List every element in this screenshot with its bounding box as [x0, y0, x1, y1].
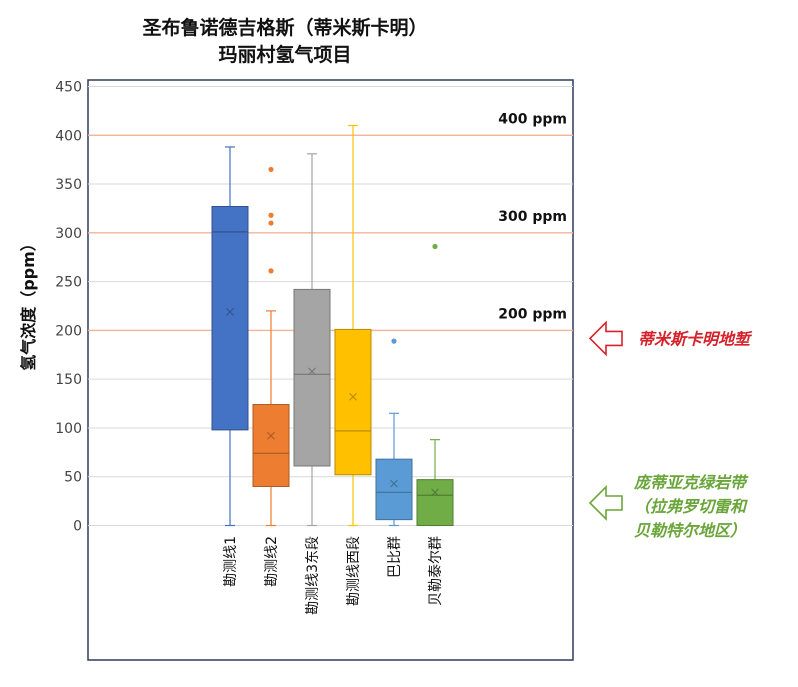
mean-marker	[226, 307, 234, 316]
y-tick-label-400: 400	[55, 128, 82, 144]
annotation-green-line-3: 贝勒特尔地区）	[634, 521, 746, 540]
y-tick-label-250: 250	[55, 275, 82, 291]
outlier-point	[432, 243, 438, 250]
box-2	[252, 166, 290, 527]
category-label-3: 勘测线3东段	[305, 536, 321, 615]
box-6	[416, 243, 454, 527]
category-label-2: 勘测线2	[264, 536, 280, 587]
mean-marker	[267, 431, 275, 440]
box-body	[252, 404, 290, 487]
y-tick-label-0: 0	[73, 519, 82, 535]
box-3	[293, 153, 331, 527]
box-1	[211, 146, 249, 527]
mean-marker	[349, 392, 357, 401]
outlier-point	[268, 268, 274, 274]
box-body	[211, 205, 249, 431]
chart-title: 圣布鲁诺德吉格斯（蒂米斯卡明） 玛丽村氢气项目	[142, 16, 427, 66]
category-label-1: 勘测线1	[223, 536, 239, 587]
mean-marker	[308, 367, 316, 376]
plot-area	[87, 79, 574, 661]
y-tick-label-50: 50	[64, 470, 82, 486]
y-tick-label-100: 100	[55, 421, 82, 437]
category-label-4: 勘测线西段	[346, 536, 362, 606]
box-5	[375, 338, 413, 527]
y-tick-label-350: 350	[55, 177, 82, 193]
reference-label-300: 300 ppm	[498, 209, 567, 225]
annotation-red-line-1: 蒂米斯卡明地堑	[638, 329, 753, 348]
reference-label-200: 200 ppm	[498, 306, 567, 322]
category-label-5: 巴比群	[387, 536, 403, 578]
box-body	[416, 479, 454, 527]
box-body	[334, 328, 372, 476]
mean-marker	[390, 479, 398, 488]
box-body	[293, 288, 331, 467]
box-4	[334, 124, 372, 527]
red-arrow-icon	[588, 320, 623, 357]
outlier-point	[268, 166, 274, 173]
y-tick-label-200: 200	[55, 323, 82, 339]
y-tick-label-450: 450	[55, 80, 82, 96]
annotation-green-line-1: 庞蒂亚克绿岩带	[633, 473, 749, 492]
outlier-point	[391, 338, 397, 344]
y-axis-label: 氢气浓度（ppm）	[19, 235, 38, 371]
mean-marker	[431, 488, 439, 497]
chart-title-line-1: 圣布鲁诺德吉格斯（蒂米斯卡明）	[142, 16, 427, 39]
y-tick-label-300: 300	[55, 226, 82, 242]
outlier-point	[268, 220, 274, 226]
box-body	[375, 458, 413, 521]
category-label-6: 贝勒泰尔群	[428, 536, 444, 606]
outlier-point	[268, 212, 274, 218]
annotation-green-line-2: （拉弗罗切雷和	[634, 497, 748, 516]
green-arrow-icon	[588, 485, 623, 521]
chart-title-line-2: 玛丽村氢气项目	[218, 43, 351, 66]
reference-label-400: 400 ppm	[498, 111, 567, 127]
y-tick-label-150: 150	[55, 372, 82, 388]
